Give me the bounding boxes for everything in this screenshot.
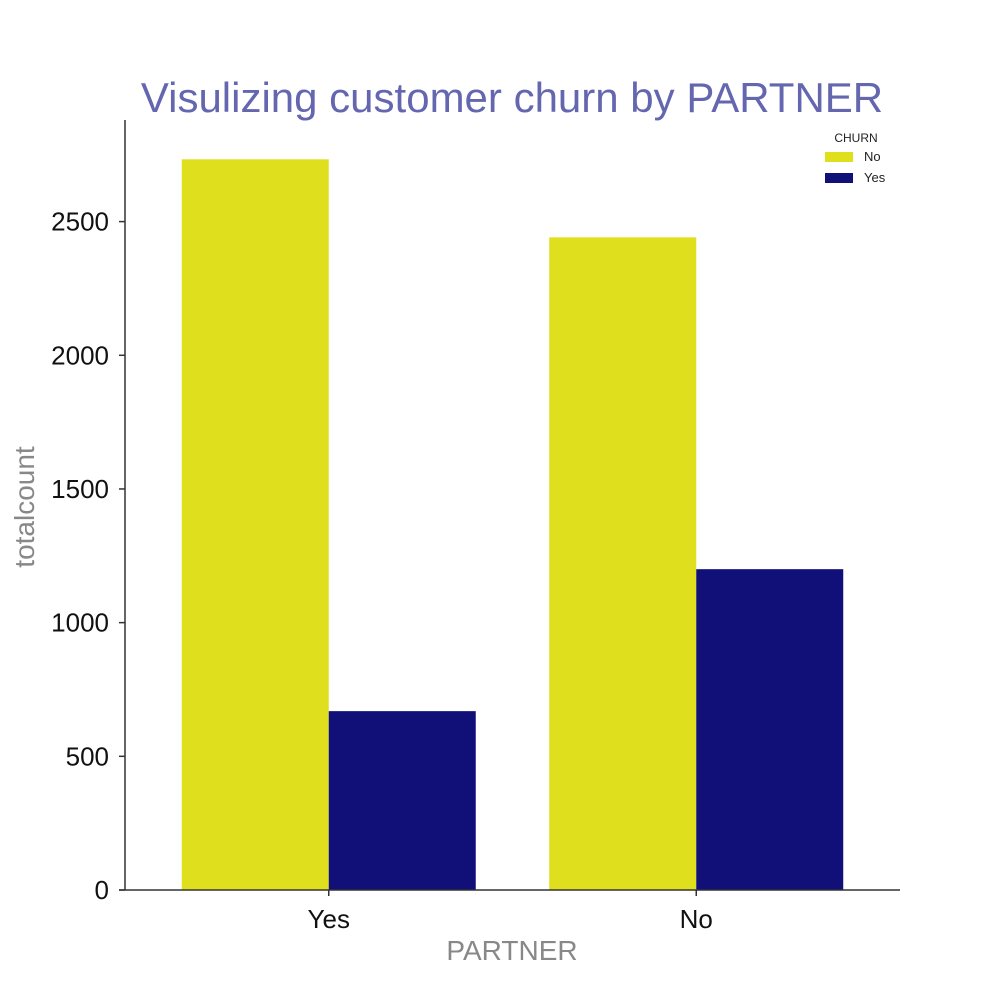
bar-yes-churn-no [181, 159, 329, 891]
y-axis-ticks: 0 500 1000 1500 2000 2500 [51, 207, 125, 905]
y-axis-label: totalcount [9, 446, 40, 568]
y-tick-label-1500: 1500 [51, 474, 109, 504]
bar-no-churn-no [549, 237, 697, 890]
y-tick-label-0: 0 [95, 875, 109, 905]
chart-title: Visulizing customer churn by PARTNER [141, 74, 883, 121]
y-tick-label-2000: 2000 [51, 340, 109, 370]
y-tick-label-1000: 1000 [51, 608, 109, 638]
y-tick-label-2500: 2500 [51, 207, 109, 237]
x-axis-ticks: Yes No [308, 890, 713, 934]
legend: CHURN No Yes [825, 131, 886, 185]
legend-label-no: No [864, 149, 881, 164]
bar-no-churn-yes [696, 569, 844, 890]
legend-title: CHURN [834, 131, 877, 145]
bars-group [181, 159, 844, 891]
x-tick-label-yes: Yes [308, 904, 350, 934]
x-axis-label: PARTNER [446, 935, 577, 966]
legend-swatch-no [825, 152, 853, 162]
bar-yes-churn-yes [328, 711, 476, 890]
y-tick-label-500: 500 [66, 741, 109, 771]
x-tick-label-no: No [680, 904, 713, 934]
legend-label-yes: Yes [864, 170, 886, 185]
legend-swatch-yes [825, 173, 853, 183]
